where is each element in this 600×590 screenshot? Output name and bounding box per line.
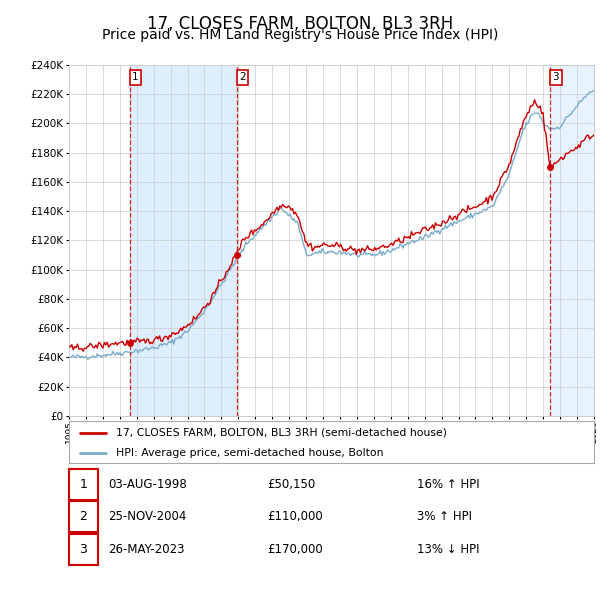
Text: 13% ↓ HPI: 13% ↓ HPI: [417, 543, 479, 556]
Text: 25-NOV-2004: 25-NOV-2004: [108, 510, 187, 523]
Text: HPI: Average price, semi-detached house, Bolton: HPI: Average price, semi-detached house,…: [116, 448, 384, 457]
Bar: [550, 65, 594, 416]
Text: 16% ↑ HPI: 16% ↑ HPI: [417, 478, 479, 491]
Text: 2: 2: [79, 510, 88, 523]
Text: 17, CLOSES FARM, BOLTON, BL3 3RH (semi-detached house): 17, CLOSES FARM, BOLTON, BL3 3RH (semi-d…: [116, 428, 447, 438]
Text: 17, CLOSES FARM, BOLTON, BL3 3RH: 17, CLOSES FARM, BOLTON, BL3 3RH: [147, 15, 453, 33]
Text: Price paid vs. HM Land Registry's House Price Index (HPI): Price paid vs. HM Land Registry's House …: [102, 28, 498, 42]
Text: 1: 1: [79, 478, 88, 491]
Text: 26-MAY-2023: 26-MAY-2023: [108, 543, 185, 556]
Text: £170,000: £170,000: [267, 543, 323, 556]
Text: 3: 3: [553, 72, 559, 82]
Bar: [130, 65, 236, 416]
Text: 3% ↑ HPI: 3% ↑ HPI: [417, 510, 472, 523]
Text: £50,150: £50,150: [267, 478, 315, 491]
Text: 1: 1: [132, 72, 139, 82]
Text: £110,000: £110,000: [267, 510, 323, 523]
Text: 03-AUG-1998: 03-AUG-1998: [108, 478, 187, 491]
Text: 2: 2: [239, 72, 246, 82]
Text: 3: 3: [79, 543, 88, 556]
